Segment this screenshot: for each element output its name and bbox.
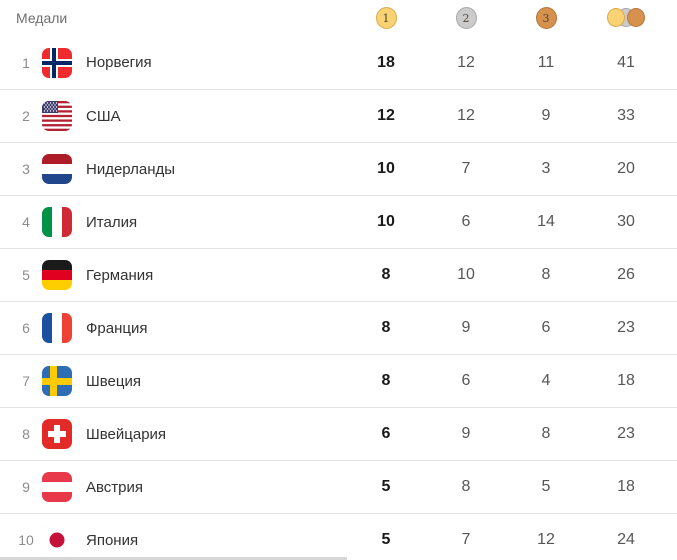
total-medals-icon xyxy=(607,7,645,29)
country-name: Австрия xyxy=(86,478,144,496)
total-count: 41 xyxy=(617,53,635,71)
silver-medal-icon: 2 xyxy=(455,7,477,29)
medals-table-body: 1 Норвегия 18 12 11 41 2 США 12 12 9 33 … xyxy=(0,36,677,560)
country-rank: 5 xyxy=(22,267,30,283)
bronze-count: 8 xyxy=(541,266,551,283)
country-name: Нидерланды xyxy=(86,160,176,178)
flag-netherlands-icon xyxy=(42,154,72,184)
country-row[interactable]: 4 Италия 10 6 14 30 xyxy=(0,195,677,248)
flag-norway-icon xyxy=(42,47,72,78)
country-row[interactable]: 3 Нидерланды 10 7 3 20 xyxy=(0,142,677,195)
silver-column-header: 2 xyxy=(426,7,506,29)
country-name: Швейцария xyxy=(86,425,167,443)
country-name: Франция xyxy=(86,319,148,337)
country-name: Норвегия xyxy=(86,54,152,71)
gold-count: 8 xyxy=(381,372,391,389)
total-count: 18 xyxy=(617,478,635,495)
silver-count: 9 xyxy=(461,425,471,442)
silver-count: 6 xyxy=(461,213,471,230)
bronze-count: 5 xyxy=(541,478,551,495)
gold-count: 5 xyxy=(381,531,391,548)
bronze-coin-icon xyxy=(627,8,645,27)
country-rank: 6 xyxy=(22,320,30,336)
bronze-count: 11 xyxy=(537,53,555,71)
bronze-count: 3 xyxy=(541,160,551,177)
country-rank: 8 xyxy=(22,426,30,442)
silver-count: 9 xyxy=(461,319,471,336)
country-row[interactable]: 2 США 12 12 9 33 xyxy=(0,89,677,142)
total-count: 23 xyxy=(617,319,635,336)
medals-header: Медали 1 2 3 xyxy=(0,0,677,36)
medals-title: Медали xyxy=(16,10,68,26)
gold-count: 10 xyxy=(377,160,395,177)
total-column-header xyxy=(586,7,666,29)
country-row[interactable]: 7 Швеция 8 6 4 18 xyxy=(0,354,677,407)
silver-count: 7 xyxy=(461,531,471,548)
country-rank: 10 xyxy=(18,532,34,548)
gold-medal-icon: 1 xyxy=(375,7,397,29)
flag-france-icon xyxy=(42,313,72,343)
silver-count: 8 xyxy=(461,478,471,495)
gold-count: 10 xyxy=(377,213,395,230)
country-row[interactable]: 5 Германия 8 10 8 26 xyxy=(0,248,677,301)
flag-germany-icon xyxy=(42,260,72,290)
gold-column-header: 1 xyxy=(346,7,426,29)
flag-switzerland-icon xyxy=(42,419,72,449)
bronze-count: 14 xyxy=(537,213,555,230)
country-row[interactable]: 1 Норвегия 18 12 11 41 xyxy=(0,36,677,89)
country-row[interactable]: 8 Швейцария 6 9 8 23 xyxy=(0,407,677,460)
total-count: 18 xyxy=(617,372,635,389)
country-row[interactable]: 9 Австрия 5 8 5 18 xyxy=(0,460,677,513)
flag-italy-icon xyxy=(42,207,72,237)
country-rank: 1 xyxy=(22,54,30,71)
bronze-count: 12 xyxy=(537,531,555,548)
total-count: 26 xyxy=(617,266,635,283)
silver-count: 12 xyxy=(457,53,475,71)
country-row[interactable]: 10 Япония 5 7 12 24 xyxy=(0,513,677,560)
gold-count: 6 xyxy=(381,425,391,442)
bronze-column-header: 3 xyxy=(506,7,586,29)
silver-count: 12 xyxy=(457,107,475,124)
bronze-count: 9 xyxy=(541,107,551,124)
country-name: Германия xyxy=(86,266,154,284)
flag-austria-icon xyxy=(42,472,72,502)
country-rank: 3 xyxy=(22,161,30,177)
country-row[interactable]: 6 Франция 8 9 6 23 xyxy=(0,301,677,354)
total-count: 24 xyxy=(617,531,635,548)
silver-count: 10 xyxy=(457,266,475,283)
gold-count: 8 xyxy=(381,266,391,283)
flag-japan-icon xyxy=(42,525,72,555)
silver-count: 7 xyxy=(461,160,471,177)
silver-count: 6 xyxy=(461,372,471,389)
total-count: 20 xyxy=(617,160,635,177)
country-rank: 7 xyxy=(22,373,30,389)
country-name: Швеция xyxy=(86,372,141,390)
gold-count: 18 xyxy=(377,53,395,71)
country-name: Италия xyxy=(86,213,138,231)
country-rank: 4 xyxy=(22,214,30,230)
bronze-medal-icon: 3 xyxy=(535,7,557,29)
flag-sweden-icon xyxy=(42,366,72,396)
bronze-count: 4 xyxy=(541,372,551,389)
total-count: 30 xyxy=(617,213,635,230)
gold-coin-icon xyxy=(607,8,625,27)
gold-count: 8 xyxy=(381,319,391,336)
country-rank: 2 xyxy=(22,108,30,124)
country-rank: 9 xyxy=(22,479,30,495)
gold-count: 12 xyxy=(377,107,395,124)
total-count: 23 xyxy=(617,425,635,442)
flag-usa-icon xyxy=(42,101,72,131)
gold-count: 5 xyxy=(381,478,391,495)
country-name: США xyxy=(86,107,121,125)
total-count: 33 xyxy=(617,107,635,124)
bronze-count: 8 xyxy=(541,425,551,442)
partial-bottom-divider xyxy=(0,557,347,560)
country-name: Япония xyxy=(86,531,139,549)
bronze-count: 6 xyxy=(541,319,551,336)
